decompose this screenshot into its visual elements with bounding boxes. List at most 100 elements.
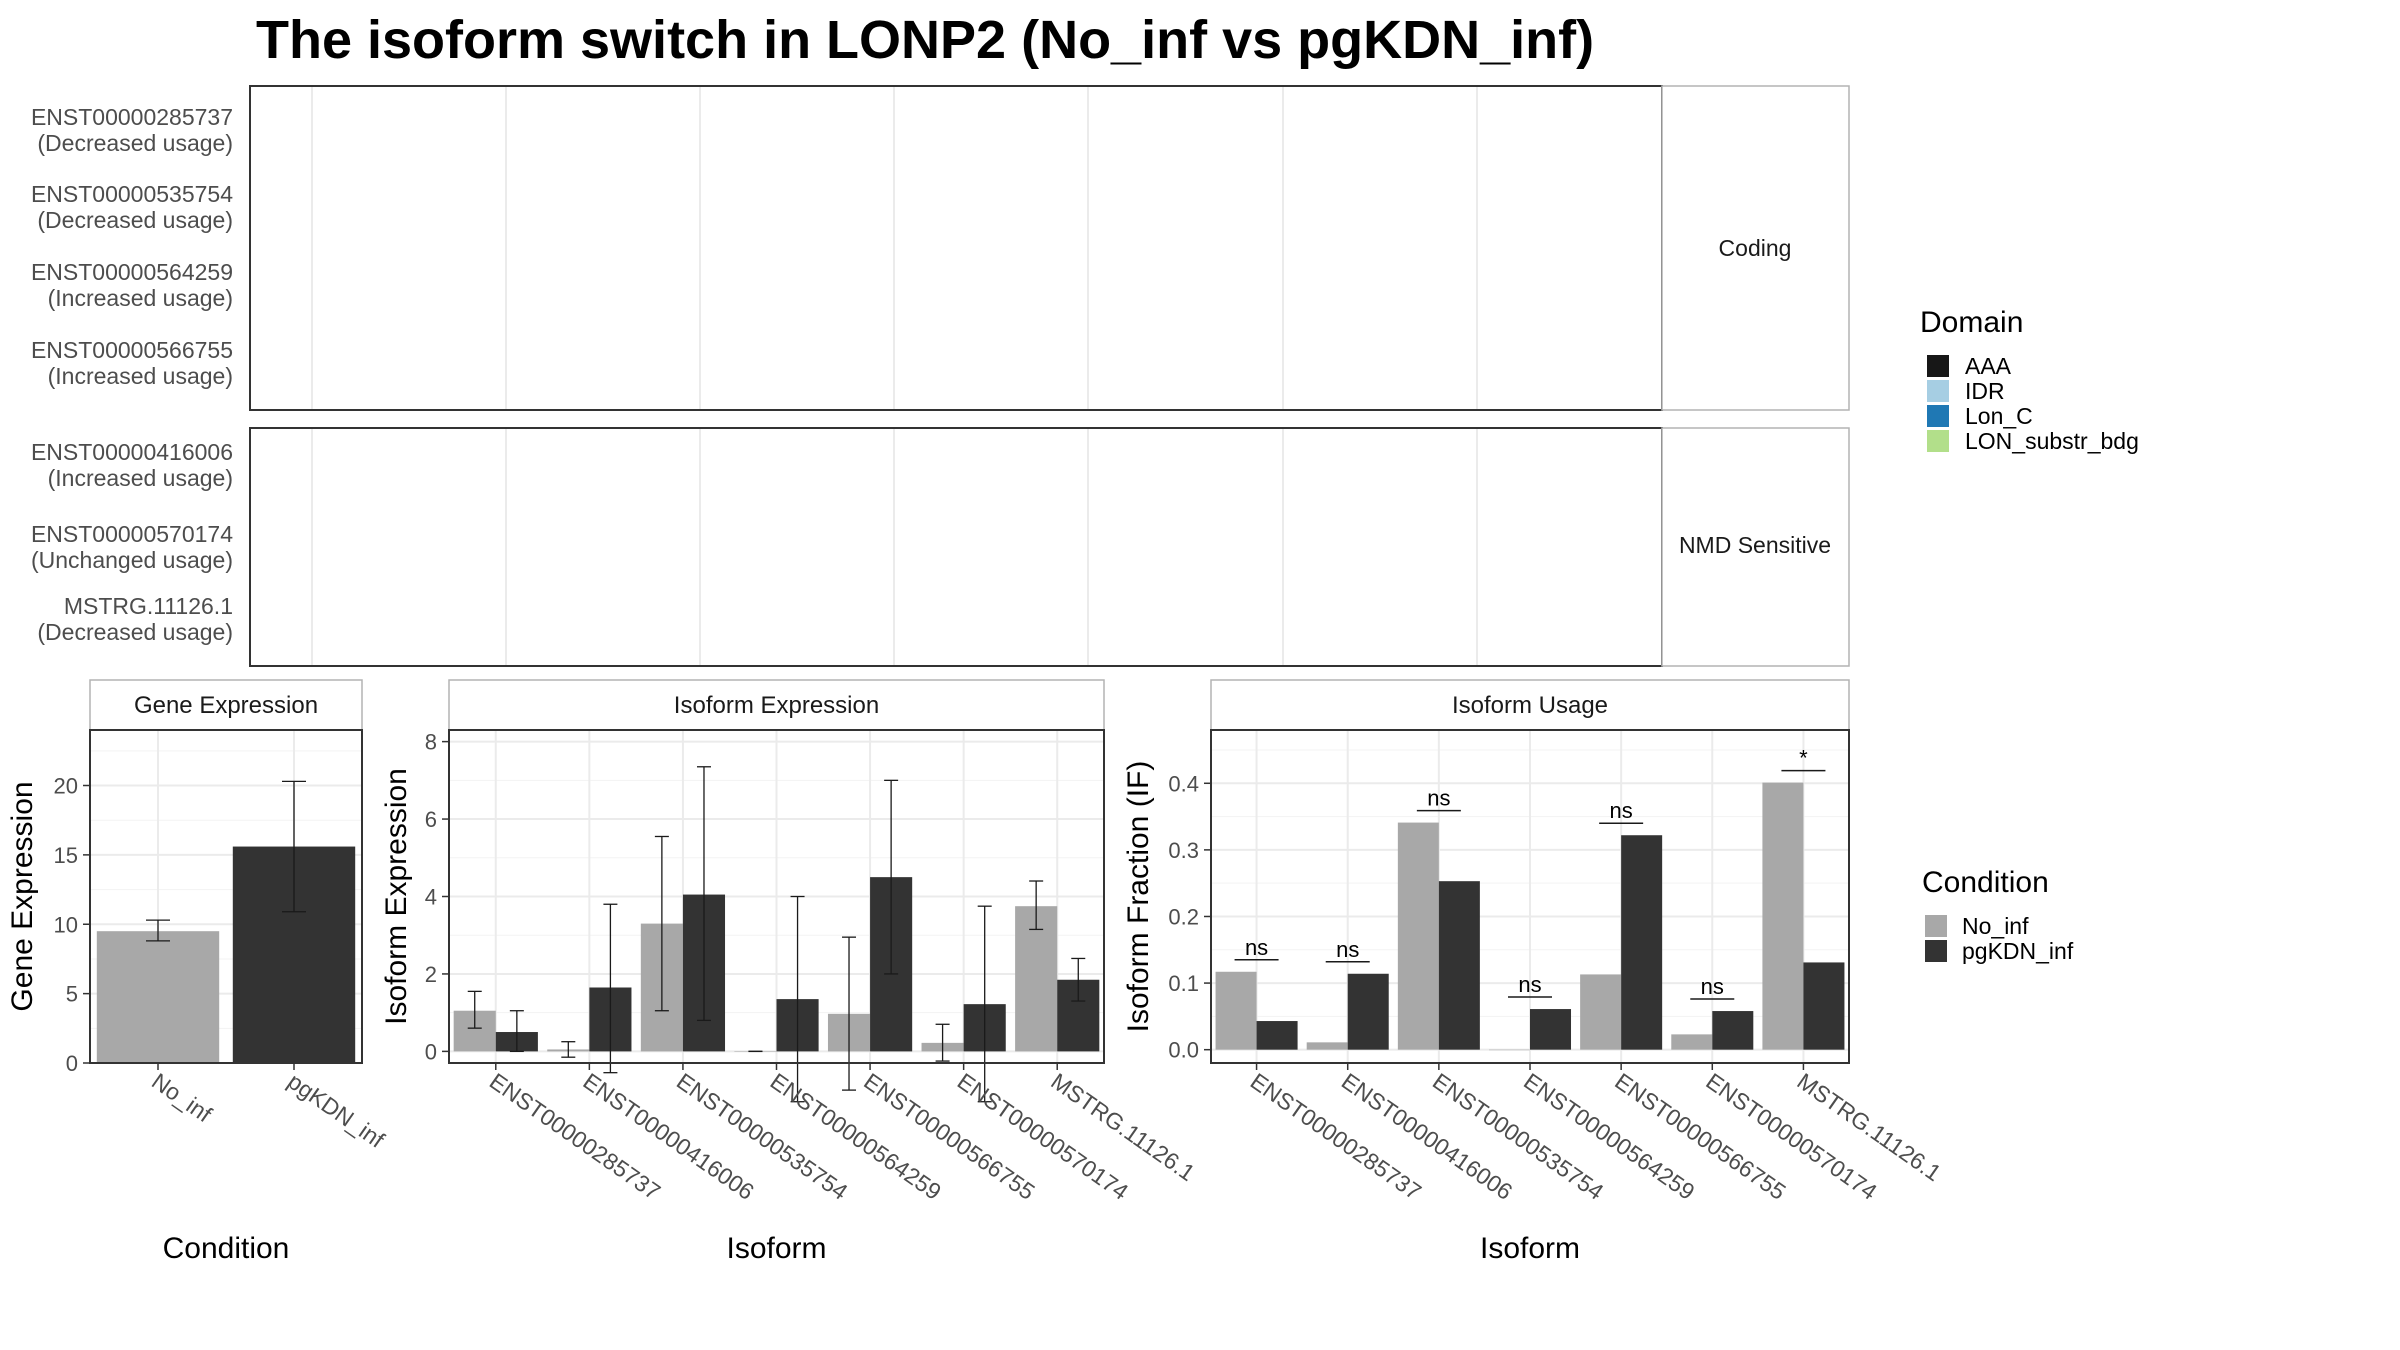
gene-expression-panel: Gene Expression 0 5 10 15 20 No_inf pgKDN_inf Co… <box>6 679 390 1265</box>
x-tick-label: No_inf <box>147 1068 217 1128</box>
y-tick-label: 15 <box>54 843 78 868</box>
bar-no-inf <box>96 931 220 1063</box>
coding-row-id-label: ENST00000566755 <box>31 337 233 363</box>
nmd-row-usage-label: (Unchanged usage) <box>31 547 233 573</box>
x-tick-label: ENST00000570174 <box>1701 1068 1882 1205</box>
y-axis-title: Gene Expression <box>6 781 39 1011</box>
significance-label: * <box>1799 746 1808 771</box>
nmd-row-id-label: ENST00000570174 <box>31 521 233 547</box>
bar-no-inf <box>1762 782 1804 1050</box>
x-tick-label: ENST00000535754 <box>1428 1068 1609 1205</box>
bar-no-inf <box>1397 822 1439 1050</box>
x-tick-label: pgKDN_inf <box>283 1068 390 1153</box>
y-tick-label: 0.1 <box>1168 971 1199 996</box>
condition-legend-key-no-inf <box>1925 915 1947 937</box>
condition-legend-label-pgkdn-inf: pgKDN_inf <box>1962 938 2074 964</box>
bar-pgkdn-inf <box>1803 962 1845 1050</box>
transcript-structure-plot: ENST00000285737(Decreased usage)ENST0000… <box>31 85 1850 667</box>
y-tick-label: 0.2 <box>1168 904 1199 929</box>
coding-strip <box>1661 85 1850 411</box>
bar-no-inf <box>1015 906 1058 1052</box>
strip-label-nmd: NMD Sensitive <box>1679 532 1831 558</box>
y-tick-label: 0 <box>425 1039 437 1064</box>
domain-legend-label-aaa: AAA <box>1965 353 2012 379</box>
domain-legend-key-lon_c <box>1927 405 1949 427</box>
bar-pgkdn-inf <box>1256 1021 1298 1050</box>
x-tick-label: ENST00000564259 <box>1519 1068 1699 1205</box>
domain-legend-key-lon_substr_bdg <box>1927 430 1949 452</box>
nmd-panel-bg <box>250 428 1662 666</box>
nmd-row-usage-label: (Decreased usage) <box>37 619 233 645</box>
y-axis-title: Isoform Fraction (IF) <box>1122 761 1155 1033</box>
domain-legend-key-aaa <box>1927 355 1949 377</box>
isoform-usage-panel: Isoform Usage ns ns ns ns ns ns * 0.0 0.1 0.2 0.3 0.… <box>1122 679 1946 1265</box>
y-tick-label: 5 <box>66 982 78 1007</box>
x-tick-label: ENST00000285737 <box>1246 1068 1426 1205</box>
domain-legend-key-idr <box>1927 380 1949 402</box>
panel-strip-label: Gene Expression <box>134 692 318 719</box>
nmd-row-id-label: MSTRG.11126.1 <box>64 593 233 619</box>
x-tick-label: ENST00000566755 <box>1610 1068 1790 1205</box>
y-tick-label: 20 <box>54 774 78 799</box>
significance-label: ns <box>1518 972 1541 997</box>
bar-no-inf <box>1580 974 1622 1050</box>
panel-strip <box>448 679 1105 731</box>
significance-label: ns <box>1701 974 1724 999</box>
significance-label: ns <box>1336 937 1359 962</box>
coding-row-id-label: ENST00000535754 <box>31 181 233 207</box>
panel-strip <box>89 679 363 731</box>
strip-label-coding: Coding <box>1719 235 1792 261</box>
y-tick-label: 0 <box>66 1051 78 1076</box>
significance-label: ns <box>1427 786 1450 811</box>
condition-legend-title: Condition <box>1922 866 2049 899</box>
coding-row-usage-label: (Increased usage) <box>48 285 233 311</box>
coding-row-usage-label: (Increased usage) <box>48 363 233 389</box>
bar-no-inf <box>1671 1034 1713 1050</box>
y-tick-label: 0.0 <box>1168 1038 1199 1063</box>
y-tick-label: 0.3 <box>1168 838 1199 863</box>
nmd-row-id-label: ENST00000416006 <box>31 439 233 465</box>
domain-legend-label-lon_c: Lon_C <box>1965 403 2033 429</box>
condition-legend-label-no-inf: No_inf <box>1962 913 2029 939</box>
isoform-expression-panel: Isoform Expression02468ENST00000285737EN… <box>380 679 1200 1265</box>
coding-row-usage-label: (Decreased usage) <box>37 207 233 233</box>
x-tick-label: ENST00000416006 <box>578 1068 758 1205</box>
bar-no-inf <box>1215 971 1257 1050</box>
coding-panel-bg <box>250 86 1662 410</box>
bar-pgkdn-inf <box>1621 835 1663 1050</box>
panel-strip-label: Isoform Usage <box>1452 692 1608 719</box>
y-tick-label: 8 <box>425 730 437 755</box>
panel-strip-label: Isoform Expression <box>674 692 879 719</box>
x-tick-label: ENST00000535754 <box>672 1068 853 1205</box>
bar-pgkdn-inf <box>1530 1009 1572 1050</box>
bar-pgkdn-inf <box>1347 973 1389 1050</box>
significance-label: ns <box>1245 935 1268 960</box>
bar-no-inf <box>1306 1042 1348 1050</box>
x-axis-title: Isoform <box>1480 1232 1580 1265</box>
y-tick-label: 10 <box>54 912 78 937</box>
y-tick-label: 6 <box>425 807 437 832</box>
y-tick-label: 2 <box>425 962 437 987</box>
y-tick-label: 0.4 <box>1168 771 1199 796</box>
significance-label: ns <box>1610 798 1633 823</box>
nmd-strip <box>1661 427 1850 667</box>
nmd-row-usage-label: (Increased usage) <box>48 465 233 491</box>
coding-row-id-label: ENST00000285737 <box>31 104 233 130</box>
x-axis-title: Condition <box>163 1232 290 1265</box>
domain-legend-label-lon_substr_bdg: LON_substr_bdg <box>1965 428 2139 454</box>
y-axis-title: Isoform Expression <box>380 768 413 1025</box>
bar-no-inf <box>1488 1049 1530 1051</box>
panel-border <box>89 729 363 1064</box>
figure-title: The isoform switch in LONP2 (No_inf vs p… <box>256 10 1594 70</box>
x-tick-label: ENST00000285737 <box>485 1068 665 1205</box>
coding-row-id-label: ENST00000564259 <box>31 259 233 285</box>
x-axis-title: Isoform <box>726 1232 826 1265</box>
coding-row-usage-label: (Decreased usage) <box>37 130 233 156</box>
domain-legend-title: Domain <box>1920 306 2023 339</box>
bar-pgkdn-inf <box>1438 881 1480 1050</box>
x-tick-label: ENST00000566755 <box>859 1068 1039 1205</box>
x-tick-label: ENST00000570174 <box>953 1068 1134 1205</box>
